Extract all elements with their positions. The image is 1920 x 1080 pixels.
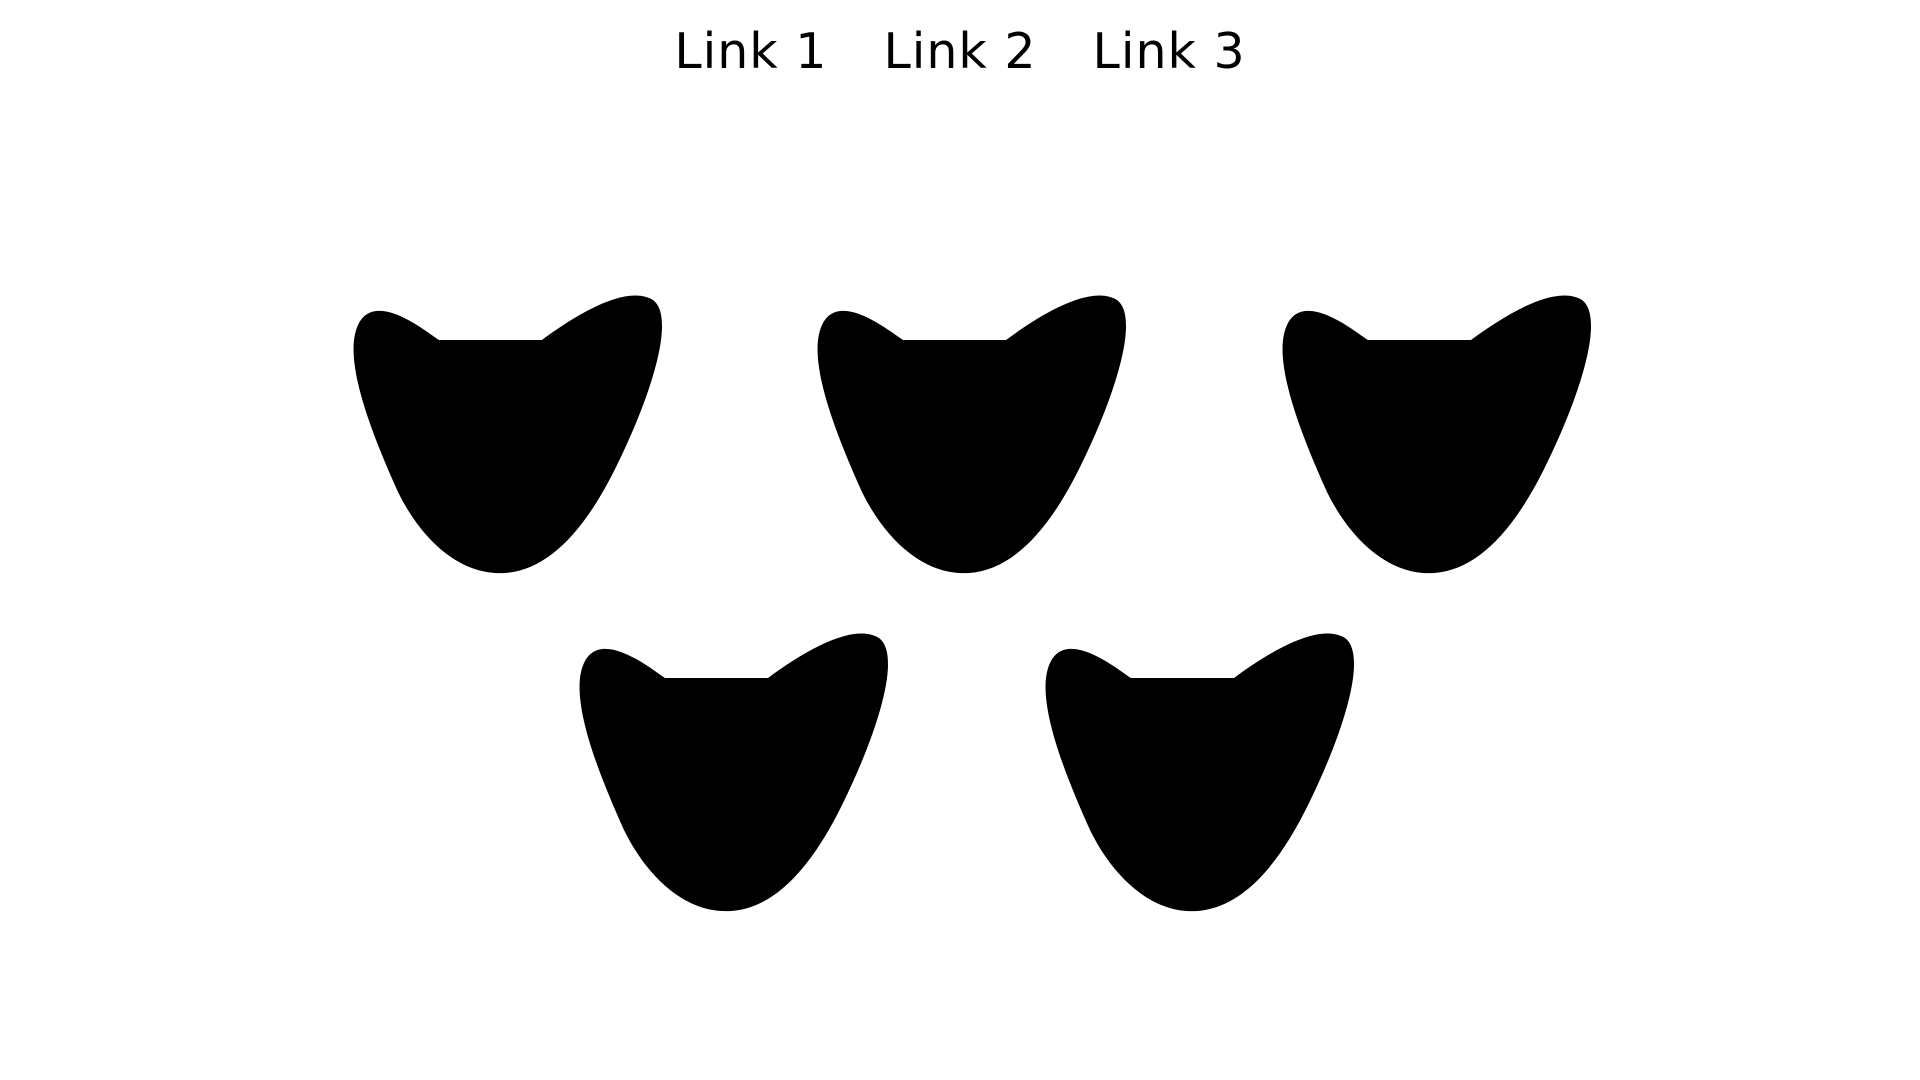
nav-link-3[interactable]: Link 3 — [1092, 23, 1246, 80]
nav-link-2[interactable]: Link 2 — [883, 23, 1037, 80]
cat-head-silhouette-icon — [553, 628, 893, 918]
cat-head-silhouette-icon — [791, 290, 1131, 580]
cat-head-silhouette-icon — [327, 290, 667, 580]
cat-head-silhouette-icon — [1256, 290, 1596, 580]
top-navigation: Link 1 Link 2 Link 3 — [0, 22, 1920, 82]
cat-head-silhouette-icon — [1019, 628, 1359, 918]
nav-link-1[interactable]: Link 1 — [674, 23, 828, 80]
